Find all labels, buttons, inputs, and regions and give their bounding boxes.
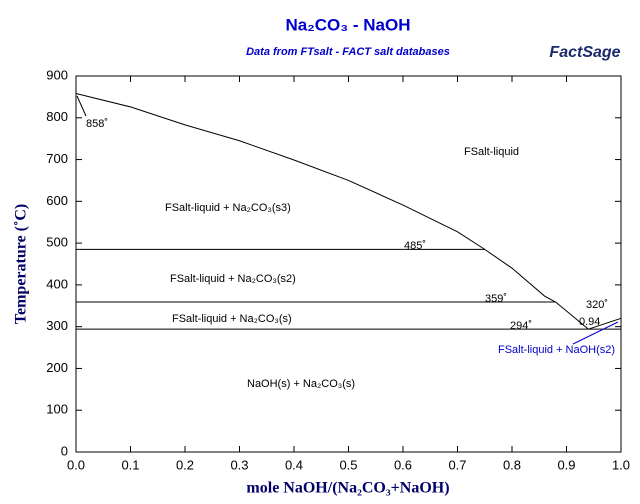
y-tick-label: 600 bbox=[46, 193, 68, 208]
plot-frame bbox=[75, 75, 622, 453]
x-tick-label: 0.0 bbox=[67, 457, 85, 472]
y-tick-label: 900 bbox=[46, 67, 68, 82]
leader-line bbox=[76, 95, 87, 117]
x-tick-label: 0.9 bbox=[557, 457, 575, 472]
x-tick-label: 0.8 bbox=[503, 457, 521, 472]
phase-boundary bbox=[75, 93, 589, 330]
y-tick-label: 200 bbox=[46, 360, 68, 375]
leader-line bbox=[572, 321, 619, 345]
annotation: 0.94 bbox=[579, 316, 600, 328]
annotation: 485˚ bbox=[404, 240, 426, 252]
y-tick-label: 300 bbox=[46, 318, 68, 333]
annotation: 359˚ bbox=[485, 293, 507, 305]
y-tick-label: 0 bbox=[61, 443, 68, 458]
annotation: 858˚ bbox=[86, 118, 108, 130]
annotation: FSalt-liquid + Na₂CO₃(s3) bbox=[165, 202, 291, 214]
x-tick-label: 0.5 bbox=[339, 457, 357, 472]
annotation: NaOH(s) + Na₂CO₃(s) bbox=[247, 378, 355, 390]
x-tick-label: 0.1 bbox=[121, 457, 139, 472]
y-tick-label: 100 bbox=[46, 402, 68, 417]
annotation: FSalt-liquid + Na₂CO₃(s) bbox=[172, 313, 292, 325]
x-tick-label: 0.7 bbox=[448, 457, 466, 472]
x-tick-label: 0.4 bbox=[285, 457, 303, 472]
chart-subtitle: Data from FTsalt - FACT salt databases bbox=[246, 46, 450, 58]
annotation: FSalt-liquid bbox=[464, 146, 519, 158]
annotation: 294˚ bbox=[510, 320, 532, 332]
x-tick-label: 1.0 bbox=[612, 457, 630, 472]
phase-boundary bbox=[588, 317, 622, 330]
logo: FactSage bbox=[549, 44, 620, 61]
y-tick-label: 500 bbox=[46, 235, 68, 250]
y-axis-label: Temperature (˚C) bbox=[13, 204, 30, 324]
y-tick-label: 700 bbox=[46, 151, 68, 166]
annotation: FSalt-liquid + Na₂CO₃(s2) bbox=[170, 273, 296, 285]
x-tick-label: 0.3 bbox=[230, 457, 248, 472]
y-tick-label: 800 bbox=[46, 109, 68, 124]
chart-title: Na₂CO₃ - NaOH bbox=[286, 15, 411, 34]
annotation: 320˚ bbox=[586, 299, 608, 311]
x-tick-label: 0.2 bbox=[176, 457, 194, 472]
x-axis-label: mole NaOH/(Na₂CO₃+NaOH) bbox=[246, 480, 449, 497]
x-tick-label: 0.6 bbox=[394, 457, 412, 472]
annotation: FSalt-liquid + NaOH(s2) bbox=[498, 344, 615, 356]
y-tick-label: 400 bbox=[46, 276, 68, 291]
